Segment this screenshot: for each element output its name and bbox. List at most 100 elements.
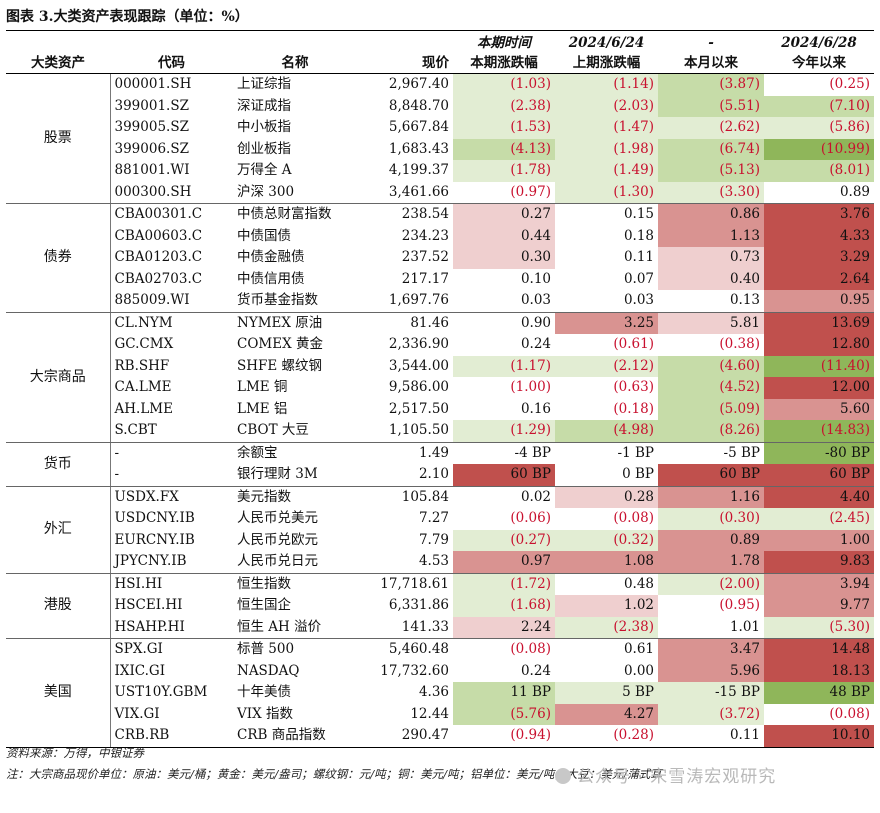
name-cell: 人民币兑欧元	[237, 531, 318, 548]
change-cell: (0.28)	[555, 725, 658, 748]
column-header-1: 代码	[110, 53, 233, 74]
table-row: USDCNY.IB 人民币兑美元 7.27 (0.06) (0.08) (0.30) (2.…	[6, 508, 874, 530]
table-row: RB.SHF SHFE 螺纹钢 3,544.00 (1.17) (2.12) (4.60)…	[6, 355, 874, 377]
change-cell: (1.30)	[555, 181, 658, 204]
change-cell: (4.52)	[658, 377, 764, 399]
change-cell: (0.61)	[613, 336, 654, 353]
code-cell: 399005.SZ	[114, 119, 189, 136]
price-cell: 1.49	[418, 444, 449, 461]
price-cell: 81.46	[410, 314, 449, 331]
change-cell: 60 BP	[453, 464, 555, 487]
change-cell: 3.47	[658, 638, 764, 661]
price-cell: 17,718.61	[380, 575, 449, 592]
change-cell: 0.30	[453, 247, 555, 269]
change-cell: (10.99)	[764, 138, 874, 160]
column-header-5: 上期涨跌幅	[555, 53, 658, 74]
name-cell: 货币基金指数	[233, 290, 357, 313]
name-cell: 银行理财 3M	[233, 464, 357, 487]
change-cell: 5.81	[658, 312, 764, 334]
code-cell: RB.SHF	[114, 357, 170, 374]
change-cell: 0.18	[623, 227, 654, 244]
category-cell: 外汇	[6, 486, 111, 574]
change-cell: 0.16	[520, 400, 551, 417]
change-cell: 0.13	[658, 290, 764, 313]
name-cell: 恒生指数	[237, 575, 291, 592]
table-row: 399005.SZ 中小板指 5,667.84 (1.53) (1.47) (2.62)(…	[6, 117, 874, 139]
change-cell: 0.10	[520, 270, 551, 287]
watermark: 公众号 · 宋雪涛宏观研究	[555, 762, 776, 787]
change-cell: (11.40)	[764, 355, 874, 377]
change-cell: 0.95	[764, 290, 874, 313]
table-row: S.CBT CBOT 大豆 1,105.50 (1.29) (4.98) (8.26) (1…	[6, 420, 874, 443]
code-cell: EURCNY.IB	[114, 531, 195, 548]
code-cell: CBA02703.C	[114, 270, 203, 287]
change-cell: 1.13	[658, 225, 764, 247]
price-cell: 3,461.66	[357, 181, 453, 204]
category-cell: 美国	[6, 638, 111, 748]
change-cell: 0.44	[453, 225, 555, 247]
code-cell: CL.NYM	[114, 314, 173, 331]
code-cell: 399001.SZ	[114, 97, 189, 114]
wechat-icon	[555, 768, 571, 784]
change-cell: 0.24	[520, 336, 551, 353]
price-cell: 1,105.50	[357, 420, 453, 443]
name-cell: LME 铜	[237, 379, 288, 396]
table-row: JPYCNY.IB 人民币兑日元 4.53 0.97 1.08 1.78 9.83	[6, 551, 874, 574]
change-cell: (0.08)	[613, 510, 654, 527]
change-cell: 4.27	[555, 703, 658, 725]
change-cell: 5 BP	[555, 682, 658, 704]
change-cell: (4.13)	[453, 138, 555, 160]
change-cell: 1.00	[764, 529, 874, 551]
change-cell: -5 BP	[723, 444, 760, 461]
table-title: 图表 3.大类资产表现跟踪（单位：%）	[6, 9, 249, 25]
category-cell: 股票	[6, 73, 111, 204]
change-cell: -80 BP	[764, 442, 874, 464]
change-cell: -15 BP	[658, 682, 764, 704]
code-cell: GC.CMX	[114, 336, 174, 353]
change-cell: (1.72)	[453, 573, 555, 595]
code-cell: 000300.SH	[110, 181, 233, 204]
change-cell: (3.87)	[658, 73, 764, 96]
change-cell: (1.14)	[555, 73, 658, 96]
change-cell: 2.64	[764, 268, 874, 290]
change-cell: (1.03)	[453, 73, 555, 96]
table-row: AH.LME LME 铝 2,517.50 0.16 (0.18) (5.09) 5.60	[6, 398, 874, 420]
change-cell: (2.00)	[658, 573, 764, 595]
price-cell: 5,667.84	[388, 119, 449, 136]
change-cell: (1.98)	[555, 138, 658, 160]
change-cell: (8.01)	[764, 160, 874, 182]
change-cell: (2.03)	[555, 95, 658, 117]
change-cell: 0.89	[658, 529, 764, 551]
change-cell: 0.86	[658, 203, 764, 226]
table-row: EURCNY.IB 人民币兑欧元 7.79 (0.27) (0.32) 0.89 1.00	[6, 529, 874, 551]
change-cell: (1.53)	[453, 117, 555, 139]
change-cell: 0.97	[453, 551, 555, 574]
change-cell: (2.45)	[764, 508, 874, 530]
source-note: 资料来源：万得，中银证券	[6, 746, 144, 760]
change-cell: 0.11	[658, 725, 764, 748]
change-cell: (2.38)	[453, 95, 555, 117]
table-row: IXIC.GI NASDAQ 17,732.60 0.24 0.00 5.96 18.13	[6, 660, 874, 682]
price-cell: 141.33	[357, 616, 453, 639]
column-header-7: 今年以来	[764, 53, 874, 74]
table-row: 881001.WI 万得全 A 4,199.37 (1.78) (1.49) (5.13)…	[6, 160, 874, 182]
change-cell: -4 BP	[514, 444, 551, 461]
table-row: - 银行理财 3M 2.10 60 BP 0 BP 60 BP 60 BP	[6, 464, 874, 487]
header-top-1	[110, 33, 233, 53]
change-cell: 0.61	[623, 641, 654, 658]
top-rule	[6, 30, 874, 31]
change-cell: 1.16	[658, 486, 764, 508]
table-row: 美国 SPX.GI 标普 500 5,460.48 (0.08) 0.61 3.47 14.4…	[6, 638, 874, 748]
name-cell: CBOT 大豆	[233, 420, 357, 443]
change-cell: 5.96	[658, 660, 764, 682]
name-cell: 中债总财富指数	[237, 206, 332, 223]
price-cell: 17,732.60	[380, 662, 449, 679]
table-row: 000300.SH 沪深 300 3,461.66 (0.97) (1.30) (3.30…	[6, 181, 874, 204]
change-cell: (1.78)	[453, 160, 555, 182]
code-cell: S.CBT	[110, 420, 233, 443]
change-cell: 0.00	[623, 662, 654, 679]
header-top-0	[6, 33, 110, 53]
header-top-7: 2024/6/28	[781, 34, 857, 51]
price-cell: 4.53	[357, 551, 453, 574]
name-cell: COMEX 黄金	[237, 336, 323, 353]
